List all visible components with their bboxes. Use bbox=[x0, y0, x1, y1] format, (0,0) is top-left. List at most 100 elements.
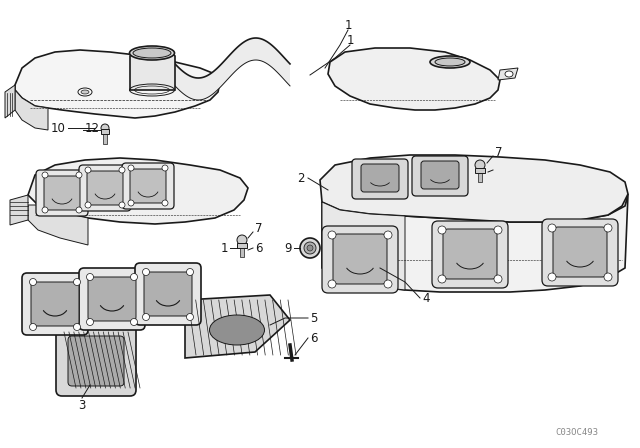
Circle shape bbox=[76, 207, 82, 213]
Polygon shape bbox=[322, 202, 405, 290]
Circle shape bbox=[86, 319, 93, 326]
Circle shape bbox=[128, 200, 134, 206]
Bar bbox=[237, 243, 247, 248]
Circle shape bbox=[438, 275, 446, 283]
Circle shape bbox=[384, 280, 392, 288]
FancyBboxPatch shape bbox=[130, 169, 166, 203]
FancyBboxPatch shape bbox=[36, 170, 88, 216]
Circle shape bbox=[143, 314, 150, 320]
Text: 1: 1 bbox=[344, 18, 352, 31]
Text: 6: 6 bbox=[255, 241, 262, 254]
Polygon shape bbox=[322, 194, 628, 292]
Polygon shape bbox=[5, 85, 15, 118]
Polygon shape bbox=[320, 155, 628, 222]
FancyBboxPatch shape bbox=[68, 336, 124, 386]
FancyBboxPatch shape bbox=[22, 273, 88, 335]
Circle shape bbox=[128, 165, 134, 171]
Polygon shape bbox=[185, 295, 290, 358]
FancyBboxPatch shape bbox=[322, 226, 398, 293]
FancyBboxPatch shape bbox=[553, 227, 607, 277]
Circle shape bbox=[328, 280, 336, 288]
Circle shape bbox=[29, 279, 36, 285]
FancyBboxPatch shape bbox=[352, 159, 408, 199]
Circle shape bbox=[29, 323, 36, 331]
Ellipse shape bbox=[505, 71, 513, 77]
Text: 9: 9 bbox=[285, 241, 292, 254]
Circle shape bbox=[494, 275, 502, 283]
Circle shape bbox=[494, 226, 502, 234]
FancyBboxPatch shape bbox=[87, 171, 123, 205]
Circle shape bbox=[328, 231, 336, 239]
FancyBboxPatch shape bbox=[56, 324, 136, 396]
Bar bbox=[103, 132, 107, 144]
Text: 1: 1 bbox=[346, 34, 354, 47]
FancyBboxPatch shape bbox=[88, 277, 136, 321]
Circle shape bbox=[300, 238, 320, 258]
Circle shape bbox=[143, 268, 150, 276]
Ellipse shape bbox=[430, 56, 470, 68]
Polygon shape bbox=[130, 50, 175, 90]
Bar bbox=[478, 170, 482, 182]
Circle shape bbox=[119, 202, 125, 208]
Text: 6: 6 bbox=[310, 332, 317, 345]
Text: C03OC493: C03OC493 bbox=[555, 427, 598, 436]
Circle shape bbox=[42, 207, 48, 213]
Polygon shape bbox=[15, 50, 220, 118]
FancyBboxPatch shape bbox=[361, 164, 399, 192]
Circle shape bbox=[85, 202, 91, 208]
Circle shape bbox=[237, 235, 247, 245]
FancyBboxPatch shape bbox=[412, 156, 468, 196]
Bar bbox=[101, 129, 109, 134]
Ellipse shape bbox=[129, 46, 175, 60]
FancyBboxPatch shape bbox=[122, 163, 174, 209]
FancyBboxPatch shape bbox=[79, 165, 131, 211]
Polygon shape bbox=[28, 158, 248, 224]
FancyBboxPatch shape bbox=[542, 219, 618, 286]
Bar bbox=[240, 245, 244, 257]
Polygon shape bbox=[498, 68, 518, 80]
Text: 2: 2 bbox=[298, 172, 305, 185]
FancyBboxPatch shape bbox=[443, 229, 497, 279]
Circle shape bbox=[162, 200, 168, 206]
Polygon shape bbox=[328, 48, 500, 110]
FancyBboxPatch shape bbox=[31, 282, 79, 326]
Circle shape bbox=[85, 167, 91, 173]
FancyBboxPatch shape bbox=[432, 221, 508, 288]
Circle shape bbox=[76, 172, 82, 178]
Circle shape bbox=[86, 273, 93, 280]
Text: 4: 4 bbox=[422, 292, 429, 305]
Text: 5: 5 bbox=[310, 311, 317, 324]
Circle shape bbox=[307, 245, 313, 251]
FancyBboxPatch shape bbox=[79, 268, 145, 330]
Polygon shape bbox=[175, 38, 290, 100]
Circle shape bbox=[186, 268, 193, 276]
Circle shape bbox=[604, 273, 612, 281]
Polygon shape bbox=[10, 195, 28, 225]
Text: 10: 10 bbox=[51, 121, 66, 134]
Circle shape bbox=[131, 319, 138, 326]
Ellipse shape bbox=[133, 48, 171, 58]
Circle shape bbox=[604, 224, 612, 232]
Bar bbox=[475, 168, 485, 173]
Text: 1: 1 bbox=[221, 241, 228, 254]
Text: 7: 7 bbox=[495, 146, 502, 159]
Circle shape bbox=[74, 323, 81, 331]
Ellipse shape bbox=[435, 58, 465, 66]
Circle shape bbox=[548, 224, 556, 232]
Text: 7: 7 bbox=[255, 221, 262, 234]
Circle shape bbox=[131, 273, 138, 280]
Ellipse shape bbox=[209, 315, 264, 345]
Circle shape bbox=[162, 165, 168, 171]
FancyBboxPatch shape bbox=[44, 176, 80, 210]
Polygon shape bbox=[15, 90, 48, 130]
Circle shape bbox=[101, 124, 109, 132]
Ellipse shape bbox=[78, 88, 92, 96]
Circle shape bbox=[548, 273, 556, 281]
Text: 12: 12 bbox=[85, 121, 100, 134]
FancyBboxPatch shape bbox=[144, 272, 192, 316]
Circle shape bbox=[119, 167, 125, 173]
FancyBboxPatch shape bbox=[333, 234, 387, 284]
Circle shape bbox=[438, 226, 446, 234]
Circle shape bbox=[74, 279, 81, 285]
FancyBboxPatch shape bbox=[135, 263, 201, 325]
